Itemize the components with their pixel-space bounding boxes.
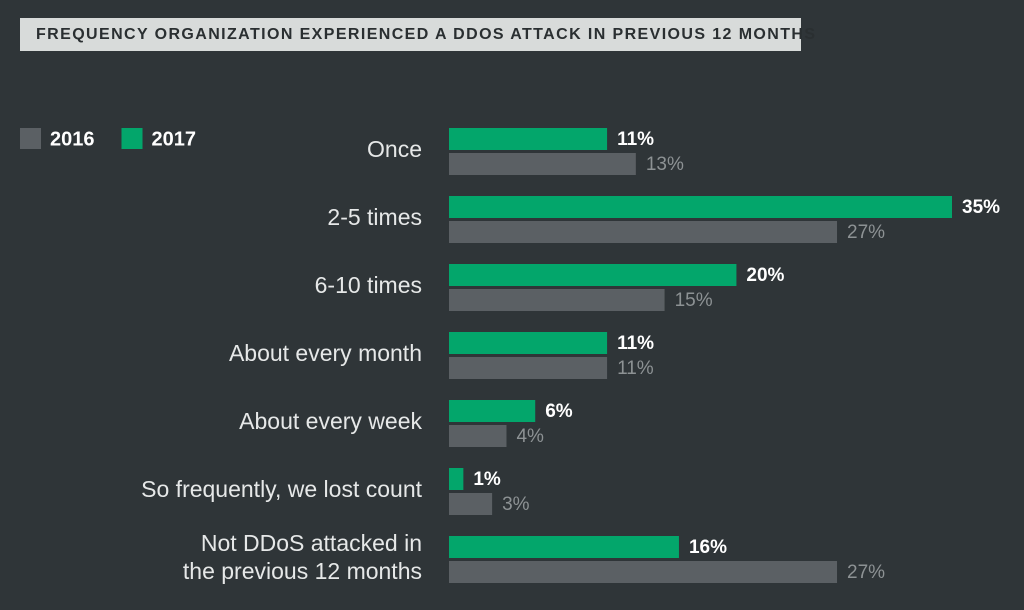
bar bbox=[449, 128, 608, 150]
value-label: 3% bbox=[502, 494, 530, 515]
value-label: 11% bbox=[617, 358, 654, 379]
value-label: 11% bbox=[617, 333, 654, 354]
legend-swatch bbox=[121, 128, 143, 149]
bar bbox=[449, 536, 679, 558]
category-label: 2-5 times bbox=[327, 204, 422, 230]
chart-title: FREQUENCY ORGANIZATION EXPERIENCED A DDO… bbox=[36, 26, 816, 43]
category-label: About every week bbox=[239, 408, 422, 434]
bar bbox=[449, 400, 536, 422]
value-label: 11% bbox=[617, 129, 654, 150]
bar bbox=[449, 425, 507, 447]
legend-label: 2017 bbox=[152, 128, 197, 150]
value-label: 27% bbox=[847, 222, 885, 243]
bar bbox=[449, 289, 665, 311]
value-label: 1% bbox=[473, 469, 501, 490]
value-label: 27% bbox=[847, 562, 885, 583]
category-label: So frequently, we lost count bbox=[141, 476, 422, 502]
legend-label: 2016 bbox=[50, 128, 95, 150]
category-label: About every month bbox=[229, 340, 422, 366]
bar bbox=[449, 468, 464, 490]
bar bbox=[449, 153, 636, 175]
value-label: 15% bbox=[675, 290, 713, 311]
bar bbox=[449, 561, 838, 583]
value-label: 6% bbox=[545, 401, 573, 422]
value-label: 4% bbox=[516, 426, 544, 447]
title-box bbox=[20, 18, 801, 51]
value-label: 16% bbox=[689, 537, 727, 558]
bar bbox=[449, 357, 608, 379]
category-label: Once bbox=[367, 136, 422, 162]
bar bbox=[449, 493, 493, 515]
bar bbox=[449, 221, 838, 243]
value-label: 20% bbox=[746, 265, 784, 286]
bar bbox=[449, 332, 608, 354]
value-label: 13% bbox=[646, 154, 684, 175]
legend-swatch bbox=[20, 128, 41, 149]
category-label: Not DDoS attacked in the previous 12 mont… bbox=[183, 530, 422, 584]
category-label: 6-10 times bbox=[315, 272, 422, 298]
bar bbox=[449, 264, 737, 286]
bar bbox=[449, 196, 952, 218]
value-label: 35% bbox=[962, 197, 1000, 218]
